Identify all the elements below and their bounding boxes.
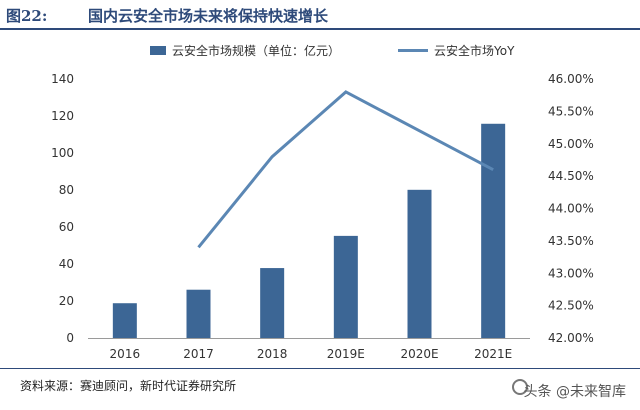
y-right-tick-label: 45.00% (548, 137, 594, 151)
x-tick-label: 2016 (110, 347, 141, 361)
y-right-tick-label: 42.50% (548, 299, 594, 313)
legend-bar-label: 云安全市场规模（单位：亿元） (172, 43, 340, 58)
y-left-tick-label: 120 (51, 109, 74, 123)
y-right-tick-label: 44.50% (548, 169, 594, 183)
y-left-tick-label: 80 (59, 183, 74, 197)
y-left-tick-label: 100 (51, 146, 74, 160)
x-tick-label: 2017 (183, 347, 214, 361)
y-right-tick-label: 45.50% (548, 104, 594, 118)
bar-2020E (407, 189, 432, 338)
legend-bar-swatch (150, 46, 166, 55)
legend-line-label: 云安全市场YoY (434, 43, 515, 58)
y-right-tick-label: 42.00% (548, 331, 594, 345)
bar-2016 (112, 303, 137, 338)
y-right-tick-label: 44.00% (548, 202, 594, 216)
source-bar: 资料来源：赛迪顾问，新时代证券研究所 头条 @未来智库 (0, 368, 640, 410)
figure-title: 国内云安全市场未来将保持快速增长 (88, 7, 329, 25)
x-tick-label: 2018 (257, 347, 288, 361)
watermark-text: 头条 @未来智库 (523, 384, 626, 400)
y-left-tick-label: 140 (51, 72, 74, 86)
y-left-tick-label: 60 (59, 220, 74, 234)
bar-2018 (260, 268, 285, 338)
bar-2021E (481, 123, 506, 339)
watermark-logo-icon (512, 379, 528, 395)
y-left-tick-label: 20 (59, 294, 74, 308)
x-tick-label: 2020E (400, 347, 438, 361)
source-note: 资料来源：赛迪顾问，新时代证券研究所 (20, 379, 237, 393)
figure-label: 图22: (6, 7, 48, 25)
y-right-tick-label: 43.50% (548, 234, 594, 248)
x-tick-label: 2021E (474, 347, 512, 361)
figure-title-bar: 图22: 国内云安全市场未来将保持快速增长 (0, 0, 640, 30)
bar-2019E (333, 235, 358, 338)
y-left-tick-label: 40 (59, 257, 74, 271)
bar-2017 (186, 289, 211, 338)
yoy-line (197, 90, 494, 249)
y-left-tick-label: 0 (66, 331, 74, 345)
market-chart: 云安全市场规模（单位：亿元） 云安全市场YoY 0 20 40 60 80 100 120 140… (51, 43, 594, 361)
y-right-tick-label: 43.00% (548, 266, 594, 280)
y-right-tick-label: 46.00% (548, 72, 594, 86)
x-tick-label: 2019E (327, 347, 365, 361)
